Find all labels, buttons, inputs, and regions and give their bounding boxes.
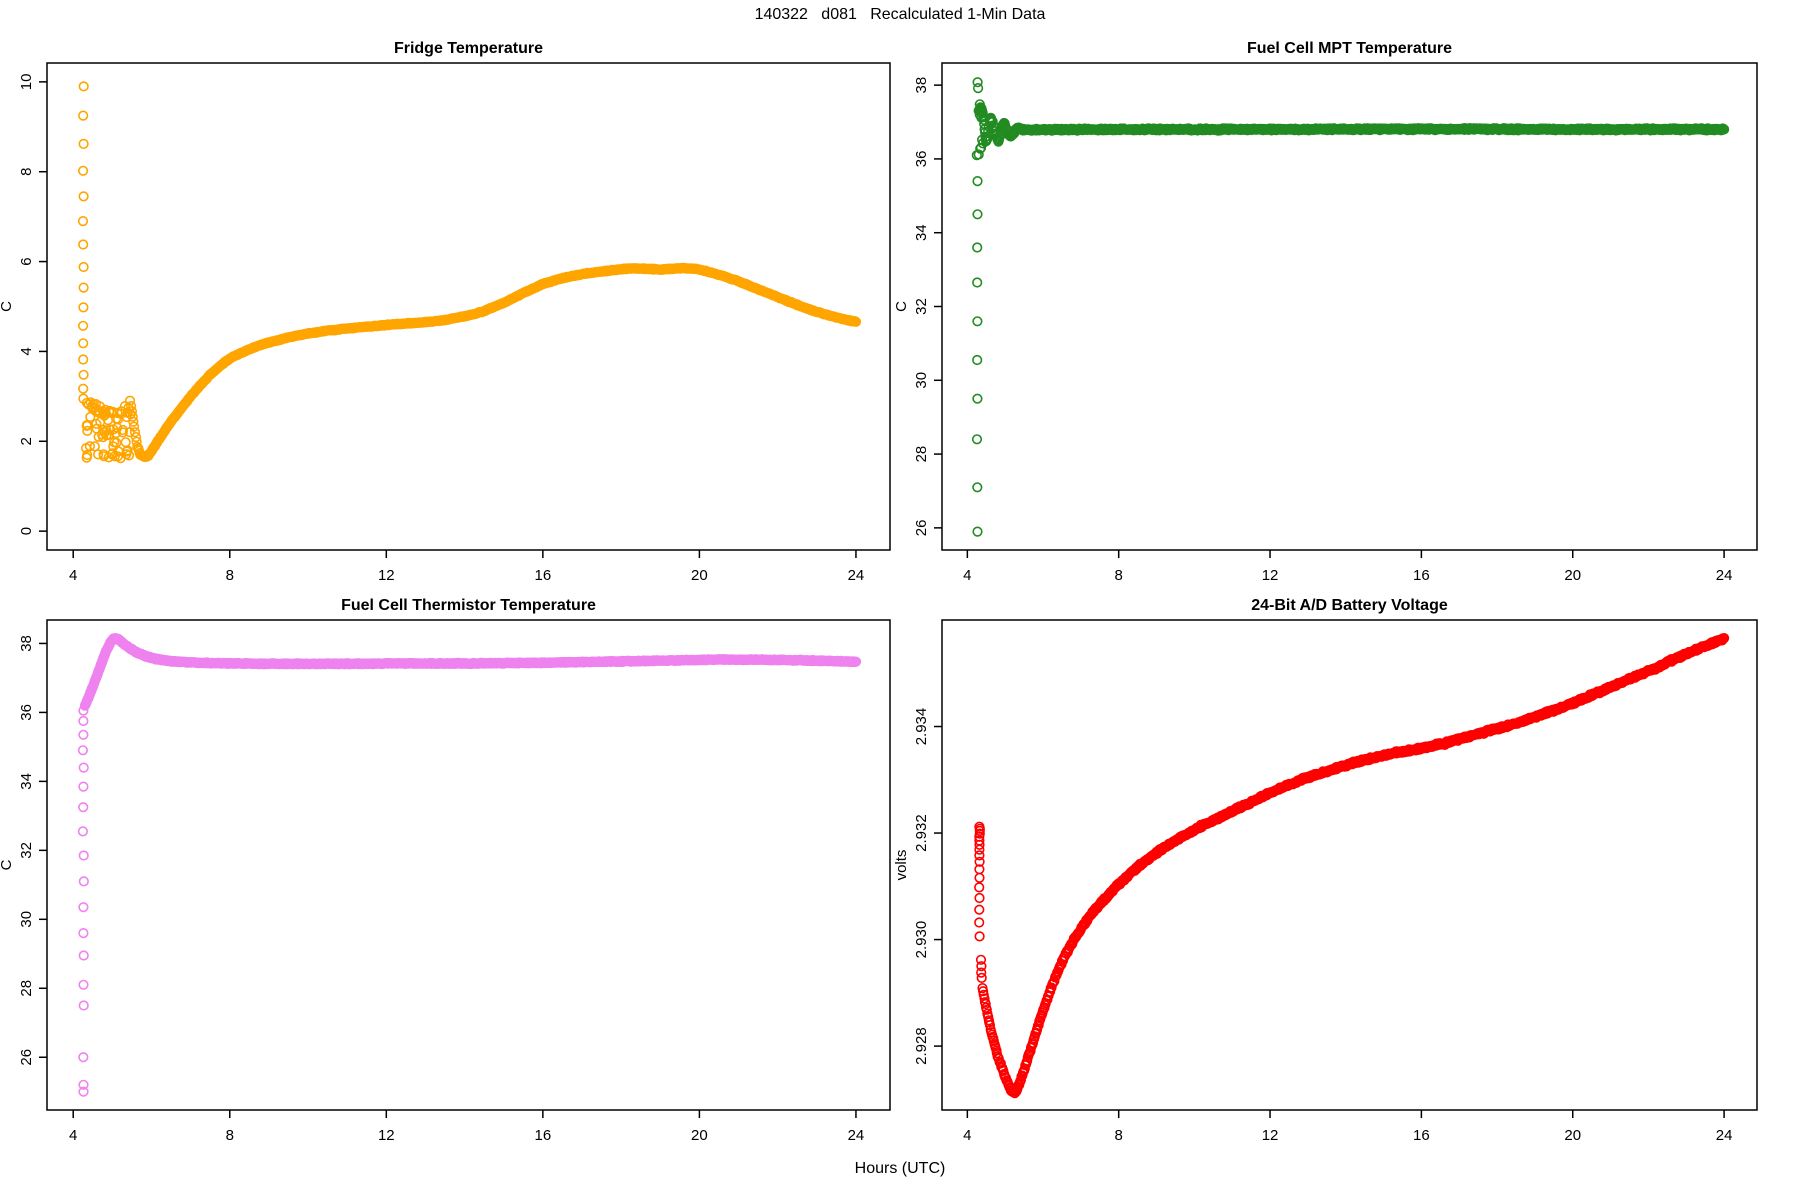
x-tick-label: 16: [535, 567, 552, 584]
y-tick-label: 38: [18, 635, 35, 652]
y-tick-label: 32: [913, 298, 930, 315]
panel-24-bit-a-d-battery-voltage: 24-Bit A/D Battery Voltage 4 8 12 16 20 24 2.92…: [893, 597, 1758, 1144]
y-tick-label: 26: [18, 1049, 35, 1066]
x-tick-label: 8: [1115, 567, 1123, 584]
x-tick-label: 8: [1115, 1127, 1123, 1144]
y-tick-label: 2.932: [913, 814, 930, 852]
x-tick-label: 20: [691, 1127, 708, 1144]
x-tick-label: 20: [691, 567, 708, 584]
data-points: [77, 81, 862, 464]
panel-fuel-cell-thermistor-temperature: Fuel Cell Thermistor Temperature 4 8 12 16 20…: [0, 597, 891, 1144]
x-tick-label: 4: [69, 1127, 77, 1144]
x-axis: 4 8 12 16 20 24: [963, 550, 1732, 584]
data-points: [77, 633, 862, 1097]
x-tick-label: 16: [535, 1127, 552, 1144]
y-tick-label: 38: [913, 77, 930, 94]
figure-main-title: 140322 d081 Recalculated 1-Min Data: [754, 6, 1046, 23]
y-tick-label: 36: [18, 704, 35, 721]
y-tick-label: 30: [913, 372, 930, 389]
x-axis-shared-label: Hours (UTC): [854, 1160, 946, 1177]
x-tick-label: 24: [848, 1127, 865, 1144]
x-axis: 4 8 12 16 20 24: [963, 1110, 1732, 1144]
y-axis-label: C: [0, 301, 15, 312]
y-axis: 26 28 30 32 34 36 38: [18, 635, 47, 1066]
y-axis: 2.928 2.930 2.932 2.934: [913, 708, 942, 1065]
x-tick-label: 16: [1413, 567, 1430, 584]
y-tick-label: 30: [18, 911, 35, 928]
panel-title: Fridge Temperature: [394, 40, 543, 57]
panel-fuel-cell-mpt-temperature: Fuel Cell MPT Temperature 4 8 12 16 20 24 26 28 3…: [893, 40, 1758, 584]
x-tick-label: 20: [1564, 567, 1581, 584]
y-tick-label: 28: [913, 446, 930, 463]
y-axis: 26 28 30 32 34 36 38: [913, 77, 942, 536]
x-axis: 4 8 12 16 20 24: [69, 1110, 864, 1144]
y-tick-label: 2.928: [913, 1027, 930, 1065]
plot-box: [941, 619, 1758, 1111]
x-tick-label: 12: [1262, 567, 1279, 584]
plot-box: [46, 62, 891, 551]
y-tick-label: 2.930: [913, 921, 930, 959]
y-tick-label: 2: [18, 437, 35, 445]
y-axis-label: C: [893, 301, 910, 312]
y-tick-label: 4: [18, 347, 35, 355]
y-axis-label: volts: [893, 850, 910, 881]
data-points: [971, 77, 1730, 537]
y-axis: 0 2 4 6 8 10: [18, 74, 47, 535]
y-tick-label: 26: [913, 520, 930, 537]
y-tick-label: 34: [18, 773, 35, 790]
x-tick-label: 8: [226, 1127, 234, 1144]
x-tick-label: 4: [963, 567, 971, 584]
y-tick-label: 10: [18, 74, 35, 91]
y-tick-label: 36: [913, 151, 930, 168]
y-axis-label: C: [0, 859, 15, 870]
x-tick-label: 24: [1716, 567, 1733, 584]
panel-title: 24-Bit A/D Battery Voltage: [1251, 597, 1448, 614]
y-tick-label: 0: [18, 527, 35, 535]
y-tick-label: 8: [18, 168, 35, 176]
x-tick-label: 20: [1564, 1127, 1581, 1144]
x-tick-label: 4: [963, 1127, 971, 1144]
x-tick-label: 24: [848, 567, 865, 584]
y-tick-label: 32: [18, 842, 35, 859]
y-tick-label: 6: [18, 257, 35, 265]
x-tick-label: 8: [226, 567, 234, 584]
panel-fridge-temperature: Fridge Temperature48121620240246810C: [0, 40, 891, 584]
panel-title: Fuel Cell Thermistor Temperature: [341, 597, 596, 614]
x-tick-label: 16: [1413, 1127, 1430, 1144]
data-points: [974, 632, 1730, 1099]
x-tick-label: 4: [69, 567, 77, 584]
panel-title: Fuel Cell MPT Temperature: [1247, 40, 1452, 57]
y-tick-label: 34: [913, 224, 930, 241]
x-tick-label: 24: [1716, 1127, 1733, 1144]
x-tick-label: 12: [378, 1127, 395, 1144]
y-tick-label: 2.934: [913, 708, 930, 746]
plot-box: [46, 619, 891, 1111]
y-tick-label: 28: [18, 980, 35, 997]
plot-box: [941, 62, 1758, 551]
x-tick-label: 12: [1262, 1127, 1279, 1144]
x-tick-label: 12: [378, 567, 395, 584]
x-axis: 4 8 12 16 20 24: [69, 550, 864, 584]
